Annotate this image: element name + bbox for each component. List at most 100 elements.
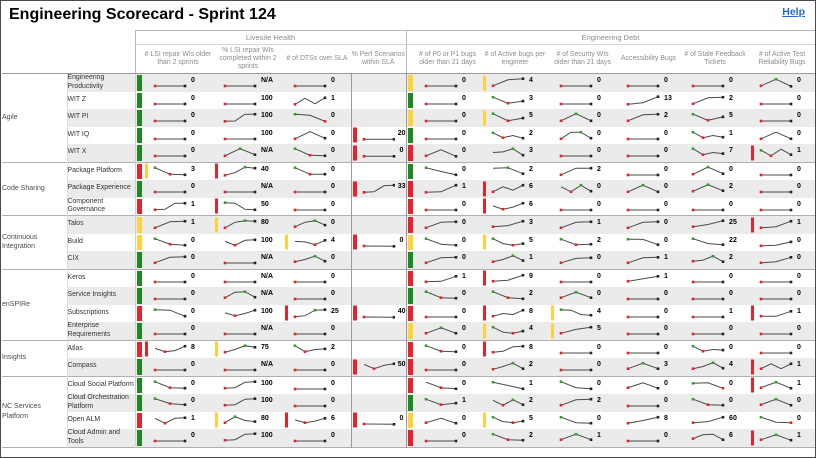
warning-flag-red xyxy=(482,270,487,286)
red-trend-dot xyxy=(789,421,793,424)
metric-cell-content: 0 xyxy=(283,199,351,214)
green-trend-dot xyxy=(491,112,495,116)
trend-sparkline xyxy=(153,368,187,372)
row-label: Atlas xyxy=(66,339,135,358)
black-trend-dot xyxy=(789,362,793,366)
metric-cell: 2 xyxy=(481,127,549,145)
metric-cell-content: 50 xyxy=(213,199,283,214)
metric-cell-content: 2 xyxy=(481,128,549,143)
black-trend-dot xyxy=(789,153,793,157)
metric-value: 0 xyxy=(664,325,668,333)
red-trend-dot xyxy=(691,260,695,263)
green-trend-dot xyxy=(691,344,695,348)
metric-cell: N/A xyxy=(213,268,283,287)
red-trend-dot xyxy=(759,119,763,123)
black-trend-dot xyxy=(323,208,327,212)
red-trend-dot xyxy=(706,403,710,407)
warning-flag-red xyxy=(144,341,148,357)
red-trend-dot xyxy=(308,172,312,176)
metric-cell: 5 xyxy=(549,322,617,340)
trend-sparkline xyxy=(691,130,725,139)
trend-sparkline xyxy=(424,220,458,230)
black-trend-dot xyxy=(183,154,187,158)
metric-cell-content: 0 xyxy=(549,181,616,196)
red-trend-dot xyxy=(626,261,630,265)
metric-cell-content: 0 xyxy=(414,235,481,250)
black-trend-dot xyxy=(253,368,257,372)
trend-sparkline xyxy=(424,237,458,247)
green-trend-dot xyxy=(641,184,645,187)
trend-sparkline xyxy=(691,219,725,229)
metric-cell: 0 xyxy=(749,287,815,305)
metric-cell-content: 2 xyxy=(681,252,749,267)
metric-value: 1 xyxy=(797,219,801,227)
trend-sparkline xyxy=(691,433,725,442)
trend-sparkline xyxy=(691,381,725,390)
red-trend-dot xyxy=(424,421,428,424)
metric-value: 0 xyxy=(191,94,195,102)
metric-cell: 1 xyxy=(681,305,749,323)
status-indicator-green xyxy=(136,127,142,143)
metric-cell-content: 1 xyxy=(549,430,616,445)
black-trend-dot xyxy=(323,190,327,194)
trend-sparkline xyxy=(362,315,395,319)
metric-cell-content: 1 xyxy=(414,395,481,410)
red-trend-dot xyxy=(491,260,495,264)
metric-value: 1 xyxy=(331,94,335,102)
green-trend-dot xyxy=(641,362,645,365)
metric-value: 2 xyxy=(729,183,733,191)
warning-flag-red xyxy=(353,412,357,428)
column-header: # of P0 or P1 bugs older than 21 days xyxy=(414,44,482,74)
metric-value: 0 xyxy=(399,236,404,244)
metric-cell-content: 0 xyxy=(414,93,481,108)
metric-value: 0 xyxy=(597,129,601,137)
black-trend-dot xyxy=(454,119,458,123)
metric-cell-content: 4 xyxy=(481,75,549,90)
metric-value: 0 xyxy=(191,307,195,315)
metric-cell: 33 xyxy=(351,180,407,198)
metric-cell-content: 1 xyxy=(549,217,616,232)
metric-cell-content: 8 xyxy=(143,342,213,357)
trend-sparkline xyxy=(223,102,257,106)
red-trend-dot xyxy=(293,208,297,212)
warning-flag-red xyxy=(482,305,487,321)
metric-cell-content: 4 xyxy=(681,359,749,374)
green-trend-dot xyxy=(153,166,157,169)
red-trend-dot xyxy=(362,155,365,158)
metric-cell: 0 xyxy=(414,375,482,394)
metric-cell xyxy=(351,109,407,127)
metric-value: 1 xyxy=(797,361,801,369)
metric-value: 2 xyxy=(664,112,668,120)
metric-value: 0 xyxy=(191,147,195,155)
trend-sparkline xyxy=(492,201,525,211)
metric-cell: 0 xyxy=(143,287,213,305)
metric-value: 6 xyxy=(729,432,733,440)
metric-cell-content: 0 xyxy=(749,342,815,357)
metric-cell-content: 8 xyxy=(616,413,681,428)
table-row: Service Insights 0 N/A 0 0 2 0 0 0 0 xyxy=(2,287,815,305)
black-trend-dot xyxy=(253,380,257,383)
black-trend-dot xyxy=(454,173,458,176)
metric-cell-content: 0 xyxy=(283,288,351,303)
black-trend-dot xyxy=(454,274,458,278)
metric-cell: 50 xyxy=(351,358,407,376)
column-group-header: Engineering Debt xyxy=(405,30,815,45)
metric-cell: 2 xyxy=(481,394,550,412)
metric-value: 5 xyxy=(529,414,533,422)
metric-cell-content: 0 xyxy=(283,378,351,393)
metric-value: 100 xyxy=(261,94,273,102)
black-trend-dot xyxy=(721,438,725,442)
metric-value: 1 xyxy=(664,254,668,262)
metric-value: 0 xyxy=(191,325,195,333)
table-row: Continuous Integration Talos 1 80 0 0 3 1 0 25 1 xyxy=(2,215,815,269)
red-trend-dot xyxy=(372,367,375,371)
warning-flag-yellow xyxy=(214,412,218,428)
metric-cell-content: 0 xyxy=(414,323,481,338)
help-link[interactable]: Help xyxy=(782,6,805,18)
trend-sparkline xyxy=(293,113,327,123)
black-trend-dot xyxy=(253,84,257,88)
metric-cell: 0 xyxy=(749,198,815,216)
metric-cell: 0 xyxy=(616,161,682,180)
warning-flag-red xyxy=(214,198,218,214)
green-trend-dot xyxy=(574,291,578,294)
